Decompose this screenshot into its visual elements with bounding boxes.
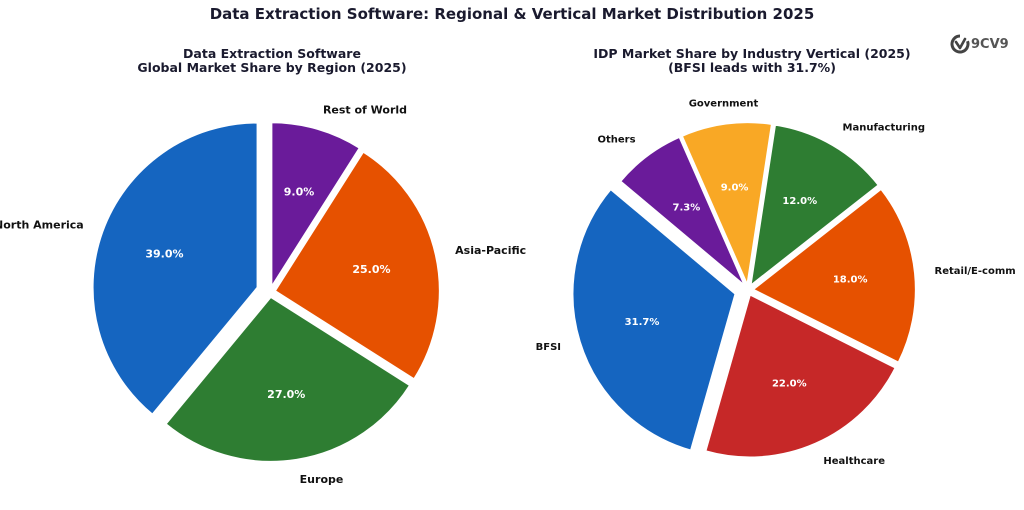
vertical-pct-label-others: 7.3% bbox=[673, 202, 701, 213]
region-pct-label-europe: 27.0% bbox=[267, 388, 305, 401]
brand-logo-icon bbox=[950, 34, 970, 54]
right-chart-title-line-1: IDP Market Share by Industry Vertical (2… bbox=[593, 46, 911, 61]
vertical-pct-label-retail-e-comm: 18.0% bbox=[833, 274, 868, 285]
region-category-label-asia-pacific: Asia-Pacific bbox=[455, 244, 526, 257]
region-category-label-europe: Europe bbox=[300, 473, 344, 486]
vertical-category-label-healthcare: Healthcare bbox=[823, 456, 885, 467]
vertical-category-label-bfsi: BFSI bbox=[536, 342, 561, 353]
vertical-pct-label-manufacturing: 12.0% bbox=[782, 196, 817, 207]
vertical-pct-label-government: 9.0% bbox=[721, 183, 749, 194]
vertical-pct-label-bfsi: 31.7% bbox=[625, 317, 660, 328]
region-pct-label-north-america: 39.0% bbox=[145, 247, 183, 260]
vertical-pct-label-healthcare: 22.0% bbox=[772, 379, 807, 390]
vertical-category-label-manufacturing: Manufacturing bbox=[843, 123, 926, 134]
right-chart-title-line-2: (BFSI leads with 31.7%) bbox=[668, 60, 836, 75]
region-pie-chart: 9.0% Rest of World 25.0% Asia-Pacific 27.0% E… bbox=[0, 103, 526, 486]
vertical-category-label-retail-e-comm: Retail/E-comm bbox=[935, 266, 1016, 277]
vertical-slice-bfsi bbox=[571, 187, 737, 452]
vertical-slice-government bbox=[680, 121, 774, 289]
vertical-slice-healthcare bbox=[704, 293, 897, 459]
region-pct-label-asia-pacific: 25.0% bbox=[352, 263, 390, 276]
region-pct-label-rest-of-world: 9.0% bbox=[284, 186, 315, 199]
left-chart-title-line-2: Global Market Share by Region (2025) bbox=[137, 60, 407, 75]
region-category-label-north-america: North America bbox=[0, 218, 84, 231]
region-category-label-rest-of-world: Rest of World bbox=[323, 103, 407, 116]
region-slice-north-america bbox=[91, 121, 259, 417]
vertical-slice-retail-e-comm bbox=[751, 187, 917, 365]
left-chart-title: Data Extraction Software Global Market S… bbox=[72, 47, 472, 75]
vertical-category-label-others: Others bbox=[597, 135, 635, 146]
brand-logo-text: 9CV9 bbox=[971, 36, 1009, 52]
vertical-category-label-government: Government bbox=[689, 99, 759, 110]
main-title: Data Extraction Software: Regional & Ver… bbox=[209, 5, 815, 23]
region-slice-rest-of-world bbox=[270, 121, 362, 291]
vertical-slice-manufacturing bbox=[749, 123, 881, 289]
right-chart-title: IDP Market Share by Industry Vertical (2… bbox=[552, 47, 952, 75]
region-slice-asia-pacific bbox=[273, 150, 441, 381]
region-slice-europe bbox=[164, 295, 412, 463]
vertical-slice-others bbox=[618, 135, 746, 287]
vertical-pie-chart: 31.7% BFSI 22.0% Healthcare 18.0% Retail/E-co… bbox=[536, 99, 1016, 467]
brand-logo: 9CV9 bbox=[950, 34, 1009, 54]
left-chart-title-line-1: Data Extraction Software bbox=[183, 46, 361, 61]
